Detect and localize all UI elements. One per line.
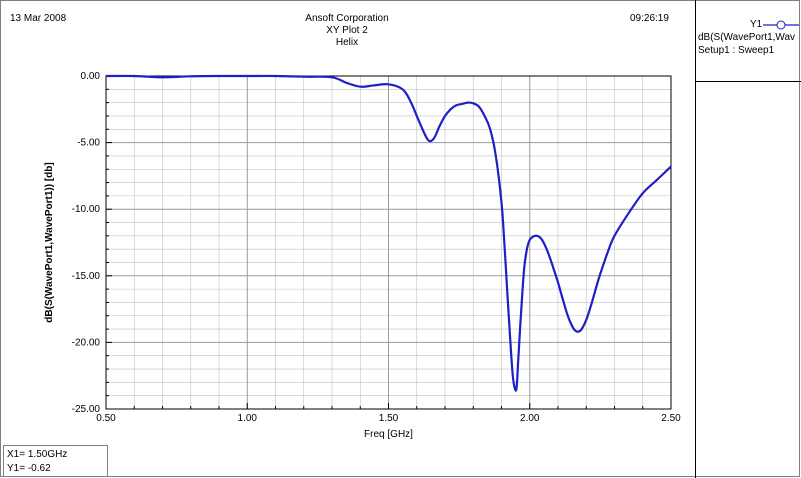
- marker-x-readout: X1= 1.50GHz: [7, 449, 68, 460]
- major-grid: [106, 76, 671, 409]
- minor-grid: [106, 76, 671, 409]
- y-tick-label: -5.00: [77, 138, 100, 149]
- series-group: [105, 74, 672, 392]
- y-tick-label: -20.00: [72, 337, 101, 348]
- legend-trace-swatch: [763, 20, 799, 30]
- y-tick-label: -10.00: [72, 204, 101, 215]
- marker-y-readout: Y1= -0.62: [7, 463, 51, 474]
- y-tick-label: -25.00: [72, 404, 101, 415]
- y-axis-label: dB(S(WavePort1,WavePort1)) [db]: [44, 162, 55, 322]
- y-tick-labels: 0.00 -5.00 -10.00 -15.00 -20.00 -25.00: [72, 71, 101, 415]
- legend-expression[interactable]: dB(S(WavePort1,Wav: [698, 32, 796, 43]
- legend-divider-horizontal: [696, 81, 801, 82]
- header-date: 13 Mar 2008: [10, 13, 67, 24]
- legend-trace-name[interactable]: Y1: [750, 19, 763, 30]
- header-company: Ansoft Corporation: [305, 13, 389, 24]
- legend-divider: [695, 0, 696, 478]
- legend-setup: Setup1 : Sweep1: [698, 45, 775, 56]
- y-tick-label: -15.00: [72, 271, 101, 282]
- header-time: 09:26:19: [630, 13, 669, 24]
- header-plot-name: XY Plot 2: [326, 25, 368, 36]
- x-tick-label: 2.50: [661, 413, 681, 424]
- x-tick-label: 1.50: [379, 413, 399, 424]
- x-tick-labels: 0.50 1.00 1.50 2.00 2.50: [96, 413, 681, 424]
- x-tick-label: 2.00: [520, 413, 540, 424]
- header-project: Helix: [335, 37, 359, 48]
- marker-readout-box: X1= 1.50GHz Y1= -0.62: [3, 445, 108, 477]
- x-tick-label: 1.00: [238, 413, 258, 424]
- x-tick-label: 0.50: [96, 413, 116, 424]
- series-line-y1: [105, 74, 672, 392]
- y-tick-label: 0.00: [81, 71, 101, 82]
- x-axis-label: Freq [GHz]: [364, 429, 413, 440]
